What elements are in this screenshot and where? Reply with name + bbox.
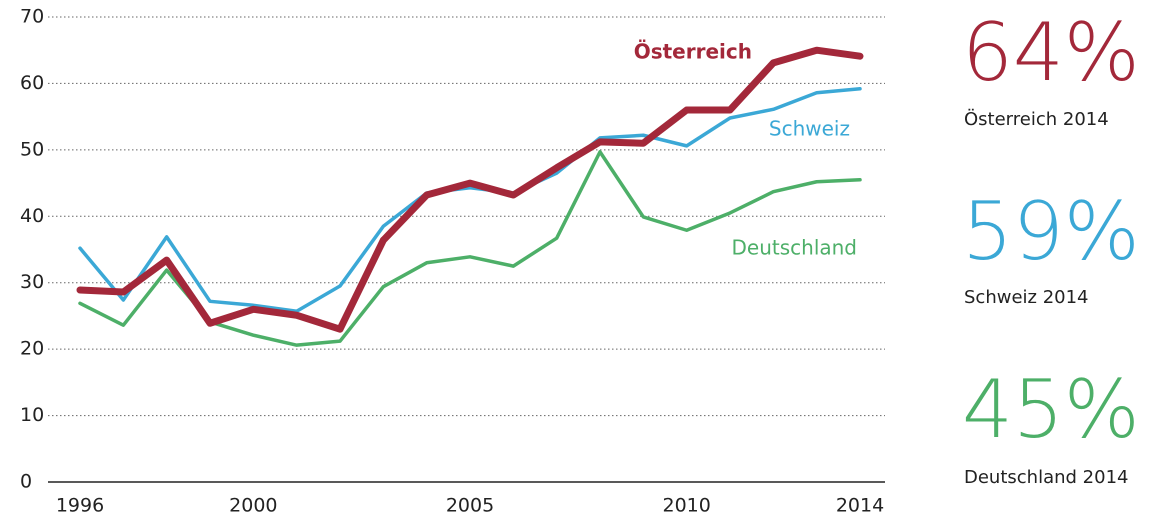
callout-value: 59%	[962, 185, 1140, 278]
y-tick-label: 0	[20, 471, 32, 493]
x-tick-label: 2005	[446, 495, 494, 517]
series-label: Schweiz	[769, 117, 850, 141]
series-label: Deutschland	[732, 236, 858, 260]
y-tick-label: 10	[20, 404, 44, 426]
y-tick-label: 70	[20, 6, 44, 28]
x-tick-label: 1996	[56, 495, 104, 517]
series-line	[76, 46, 864, 333]
y-tick-label: 50	[20, 138, 44, 160]
x-tick-label: 2000	[229, 495, 277, 517]
callout-label: Deutschland 2014	[964, 467, 1128, 488]
callout-value: 45%	[962, 363, 1140, 456]
series-line	[78, 86, 862, 314]
y-tick-label: 30	[20, 271, 44, 293]
series-label: Österreich	[634, 40, 752, 64]
callout-value: 64%	[962, 6, 1140, 99]
x-tick-label: 2014	[836, 495, 884, 517]
y-tick-label: 40	[20, 205, 44, 227]
callout-label: Schweiz 2014	[964, 287, 1089, 308]
y-tick-label: 60	[20, 72, 44, 94]
y-tick-label: 20	[20, 338, 44, 360]
callout-label: Österreich 2014	[964, 108, 1109, 130]
x-tick-label: 2010	[662, 495, 710, 517]
